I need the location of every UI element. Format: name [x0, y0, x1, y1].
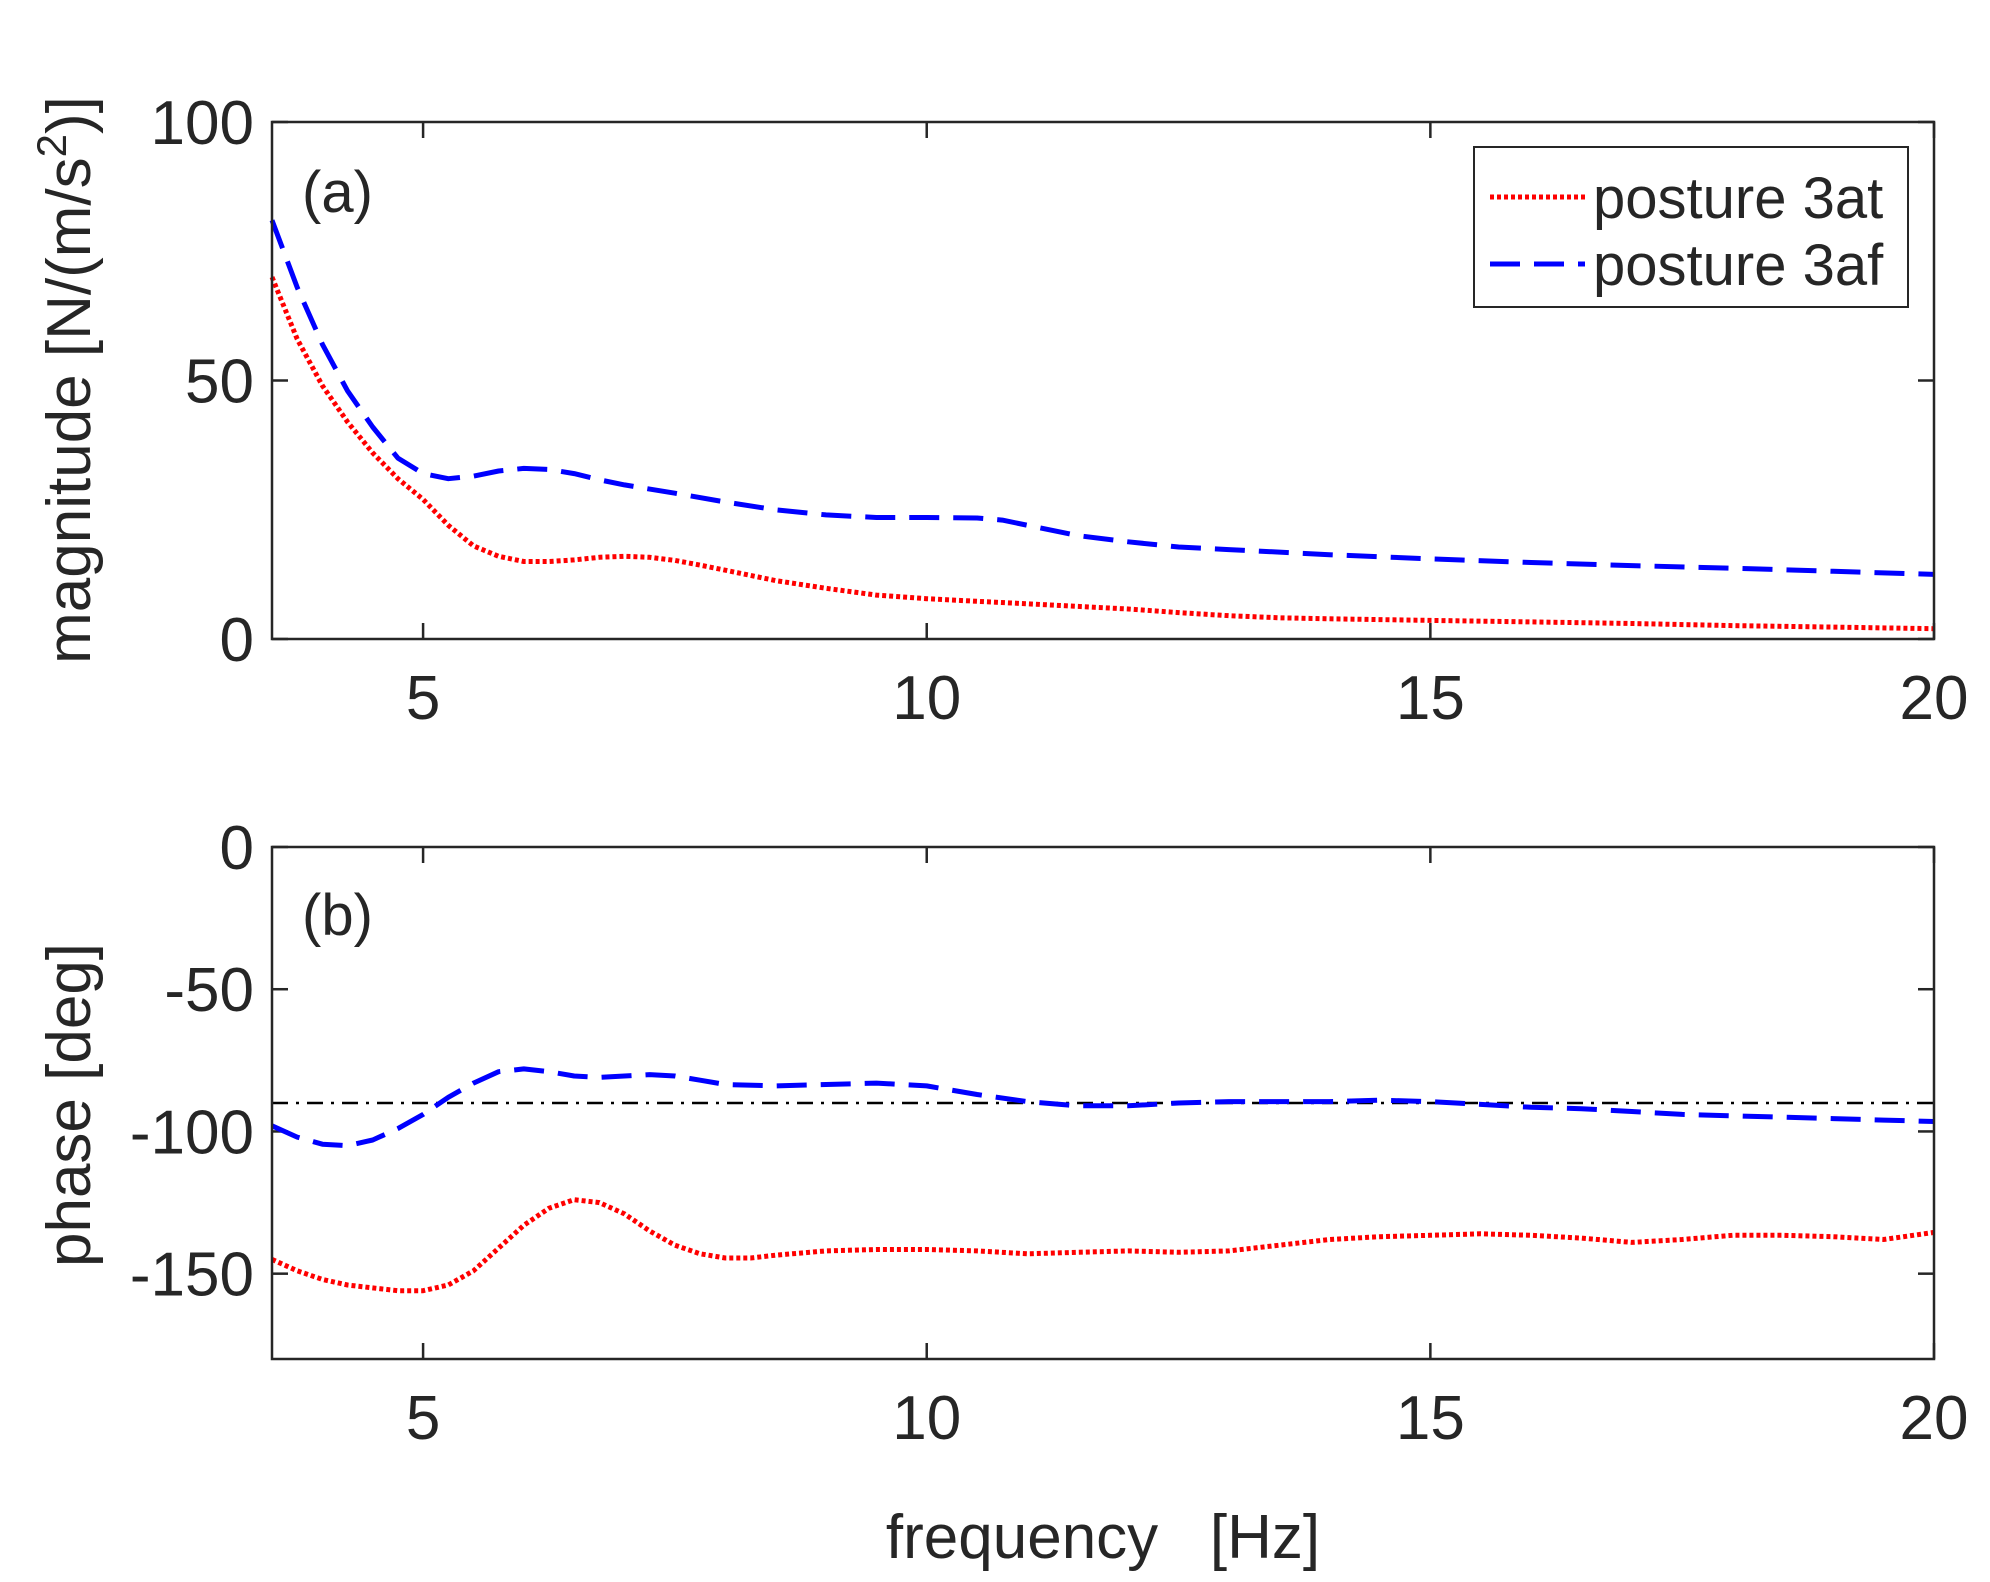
panel-a-frame	[270, 120, 1936, 641]
panel-b-tick-labels: 5 10 15 20 0 -50 -100 -150	[130, 814, 1969, 1453]
x-axis-title: frequency [Hz]	[886, 1503, 1320, 1572]
legend-label-posture-3af: posture 3af	[1593, 233, 1884, 298]
panel-a-y-axis-title: magnitude [N/(m/s2)]	[28, 96, 104, 664]
panel-a-y-axis-title-end: )]	[35, 96, 104, 134]
panel-a-y-axis-title-superscript: 2	[28, 134, 75, 157]
panel-a-y-axis-title-main: magnitude [N/(m/s	[35, 157, 104, 664]
y-tick-label: -50	[164, 956, 254, 1025]
series-line-posture-3af	[270, 1066, 1935, 1149]
y-tick-label: 0	[220, 814, 254, 883]
panel-b: 5 10 15 20 0 -50 -100 -150 (b) phase [deg] freq…	[35, 814, 1968, 1572]
panel-b-y-axis-title: phase [deg]	[35, 943, 104, 1267]
x-tick-label: 15	[1396, 1384, 1465, 1453]
legend-label-posture-3at: posture 3at	[1593, 166, 1883, 231]
x-tick-label: 20	[1900, 1384, 1969, 1453]
y-tick-label: -100	[130, 1098, 254, 1167]
y-tick-label: 0	[220, 606, 254, 675]
x-tick-label: 5	[406, 664, 440, 733]
panel-b-label: (b)	[302, 883, 373, 948]
y-tick-label: 100	[151, 89, 254, 158]
legend-box	[1473, 146, 1909, 308]
series-line-posture-3af	[269, 219, 1935, 577]
series-line-posture-3at	[269, 276, 1935, 632]
x-tick-label: 10	[892, 1384, 961, 1453]
x-tick-label: 5	[406, 1384, 440, 1453]
panel-a-tick-labels: 5 10 15 20 0 50 100	[151, 89, 1969, 733]
panel-a-series	[269, 219, 1935, 632]
panel-b-frame	[270, 845, 1936, 1361]
legend: posture 3at posture 3af	[1473, 146, 1909, 308]
y-tick-label: -150	[130, 1241, 254, 1310]
panel-a-label: (a)	[302, 160, 373, 225]
x-tick-label: 10	[892, 664, 961, 733]
panel-b-series	[270, 1066, 1935, 1294]
panel-a: 5 10 15 20 0 50 100 (a) magnitude [N/(m/s2)] p…	[28, 89, 1968, 733]
x-tick-label: 15	[1396, 664, 1465, 733]
x-tick-label: 20	[1900, 664, 1969, 733]
y-tick-label: 50	[185, 348, 254, 417]
series-line-posture-3at	[270, 1197, 1935, 1294]
